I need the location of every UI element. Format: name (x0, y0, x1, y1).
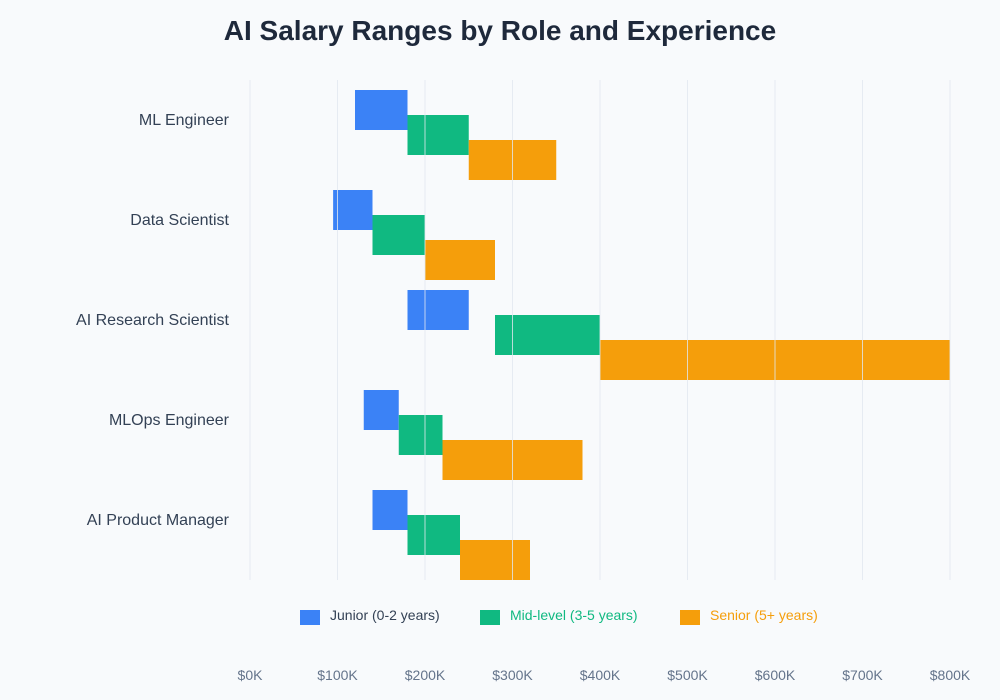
bar-data-scientist-senior (425, 240, 495, 280)
legend-swatch (480, 610, 500, 625)
bar-ai-research-scientist-junior (407, 290, 469, 330)
gridlines (249, 80, 951, 580)
legend: Junior (0-2 years) Mid-level (3-5 years) S… (300, 607, 818, 625)
chart-title: AI Salary Ranges by Role and Experience (224, 15, 776, 46)
bar-ai-product-manager-senior (460, 540, 530, 580)
x-tick-label: $400K (580, 667, 621, 683)
x-tick-label: $600K (755, 667, 796, 683)
x-tick-label: $500K (667, 667, 708, 683)
bar-data-scientist-junior (333, 190, 373, 230)
legend-item: Mid-level (3-5 years) (480, 607, 638, 625)
category-label: Data Scientist (130, 212, 229, 229)
bar-ai-product-manager-mid (407, 515, 460, 555)
category-label: AI Product Manager (87, 512, 230, 529)
bar-ai-product-manager-junior (372, 490, 408, 530)
legend-swatch (680, 610, 700, 625)
x-tick-label: $100K (317, 667, 358, 683)
bar-mlops-engineer-mid (398, 415, 443, 455)
bar-ml-engineer-junior (355, 90, 408, 130)
category-labels: ML Engineer Data Scientist AI Research Sci… (76, 112, 230, 529)
bar-mlops-engineer-junior (363, 390, 399, 430)
legend-label: Junior (0-2 years) (330, 607, 440, 623)
x-tick-label: $700K (842, 667, 883, 683)
legend-item: Senior (5+ years) (680, 607, 818, 625)
bars-layer (333, 90, 950, 580)
x-tick-label: $0K (238, 667, 264, 683)
category-label: ML Engineer (139, 112, 230, 129)
bar-ai-research-scientist-mid (495, 315, 600, 355)
legend-swatch (300, 610, 320, 625)
x-tick-label: $200K (405, 667, 446, 683)
category-label: AI Research Scientist (76, 312, 230, 329)
x-tick-label: $300K (492, 667, 533, 683)
legend-item: Junior (0-2 years) (300, 607, 440, 625)
legend-label: Senior (5+ years) (710, 607, 818, 623)
bar-data-scientist-mid (372, 215, 425, 255)
x-tick-label: $800K (930, 667, 971, 683)
legend-label: Mid-level (3-5 years) (510, 607, 638, 623)
category-label: MLOps Engineer (109, 412, 230, 429)
x-axis-tick-labels: $0K $100K $200K $300K $400K $500K $600K $700K $8… (238, 667, 971, 683)
bar-ml-engineer-mid (407, 115, 469, 155)
